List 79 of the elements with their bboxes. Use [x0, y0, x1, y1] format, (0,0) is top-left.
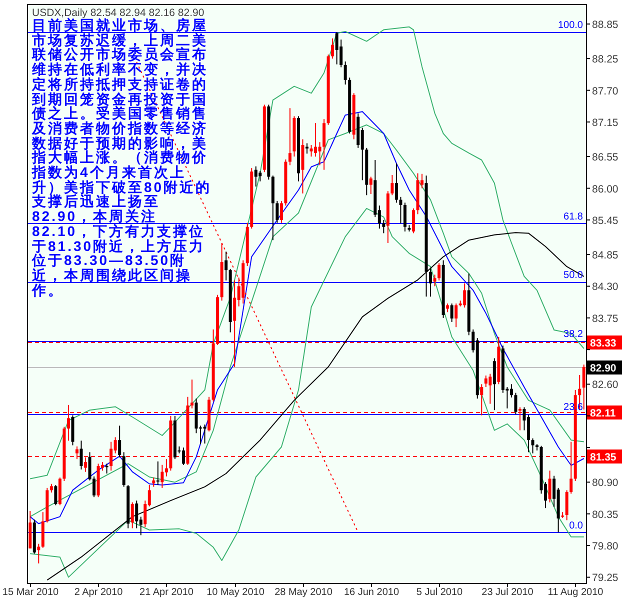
candlestick: [280, 200, 283, 224]
candlestick: [492, 358, 496, 411]
y-tick-label: 86.00: [592, 183, 618, 196]
candlestick: [412, 208, 415, 234]
annotation: 0.0: [569, 520, 584, 532]
candlestick: [454, 303, 458, 328]
candlestick: [382, 219, 386, 234]
text: 目前美国就业市场、房屋市场复苏迟缓，上周二美联储公开市场委员会宣布维持在低利率不变，并决定将所持抵押支持证卷的到期回笼资金再投资于国债之上。受美国零售销售及消费者物价指数等经济数据好于预期的影响，美指大幅上涨。（消费物价指数为4个月来首次上升）美指下破至80附近的支撑后迅速上扬至82.90，本周关注82.10，下方有力支撑位于81.30附近，上方压力位于83.30—83.50附近，本周围绕此区间操作。: [32, 17, 212, 298]
candlestick: [258, 170, 262, 182]
candlestick: [331, 38, 334, 60]
candlestick: [322, 118, 326, 170]
candlestick: [80, 440, 83, 470]
chart-title: USDX,Daily 82.54 82.94 82.16 82.90: [32, 7, 204, 19]
candlestick: [514, 392, 518, 415]
y-tick-label: 87.15: [592, 116, 618, 129]
candlestick: [463, 282, 466, 308]
candlestick: [130, 502, 134, 529]
candlestick: [314, 122, 318, 158]
candlestick: [484, 375, 488, 388]
ref-line-label: 81.35: [590, 452, 616, 464]
candlestick: [582, 364, 586, 410]
y-tick-label: 88.25: [592, 54, 618, 66]
candlestick: [403, 202, 406, 232]
candlestick: [288, 108, 292, 166]
candlestick: [565, 490, 568, 521]
candlestick: [390, 174, 394, 196]
ref-line-label: 82.90: [590, 362, 616, 374]
candlestick: [310, 144, 313, 158]
y-tick-label: 83.75: [592, 312, 618, 325]
candlestick: [254, 166, 258, 188]
y-tick-label: 87.70: [592, 85, 618, 98]
y-tick-label: 79.80: [592, 540, 618, 553]
annotation: 50.0: [564, 270, 584, 282]
annotation: 61.8: [564, 211, 584, 222]
candlestick: [335, 32, 338, 65]
candlestick: [429, 267, 432, 298]
candlestick: [450, 303, 454, 322]
x-tick-label: 15 Mar 2010: [2, 587, 60, 598]
candlestick: [152, 477, 156, 488]
candlestick: [54, 484, 58, 506]
candlestick: [344, 60, 347, 86]
candlestick: [548, 470, 552, 503]
x-tick-label: 23 Jul 2010: [482, 587, 534, 598]
y-tick-label: 86.55: [592, 152, 618, 164]
candlestick: [369, 176, 372, 195]
candlestick: [160, 464, 164, 488]
y-tick-label: 80.35: [592, 508, 618, 521]
y-tick-label: 82.60: [592, 379, 618, 392]
candlestick: [182, 447, 185, 466]
candlestick: [510, 384, 513, 398]
y-tick-label: 84.30: [592, 281, 618, 294]
ref-line-label: 82.11: [590, 408, 616, 420]
candlestick: [531, 438, 534, 454]
ref-line-label: 83.33: [590, 338, 616, 350]
x-tick-label: 10 May 2010: [206, 587, 265, 598]
y-tick-label: 88.85: [592, 19, 618, 32]
candlestick: [118, 425, 122, 458]
candlestick: [399, 196, 402, 224]
candlestick: [438, 262, 441, 281]
candlestick: [394, 162, 398, 204]
y-tick-label: 79.25: [592, 572, 618, 584]
x-tick-label: 2 Apr 2010: [74, 587, 124, 598]
x-tick-label: 5 Jul 2010: [416, 587, 464, 598]
annotation: 100.0: [558, 20, 584, 32]
x-tick-label: 21 Apr 2010: [140, 587, 194, 598]
candlestick: [276, 200, 279, 224]
y-tick-label: 80.90: [592, 477, 618, 490]
candlestick: [190, 379, 194, 409]
candlestick: [224, 251, 228, 281]
candlestick: [318, 142, 322, 166]
x-tick-label: 16 Jun 2010: [344, 587, 400, 598]
candlestick: [488, 373, 492, 404]
candlestick: [135, 500, 138, 529]
y-tick-label: 84.85: [592, 250, 618, 262]
x-tick-label: 28 May 2010: [274, 587, 333, 598]
y-tick-label: 85.45: [592, 214, 618, 227]
candlestick: [433, 274, 436, 287]
candlestick: [37, 543, 40, 564]
x-tick-label: 11 Aug 2010: [548, 587, 604, 598]
